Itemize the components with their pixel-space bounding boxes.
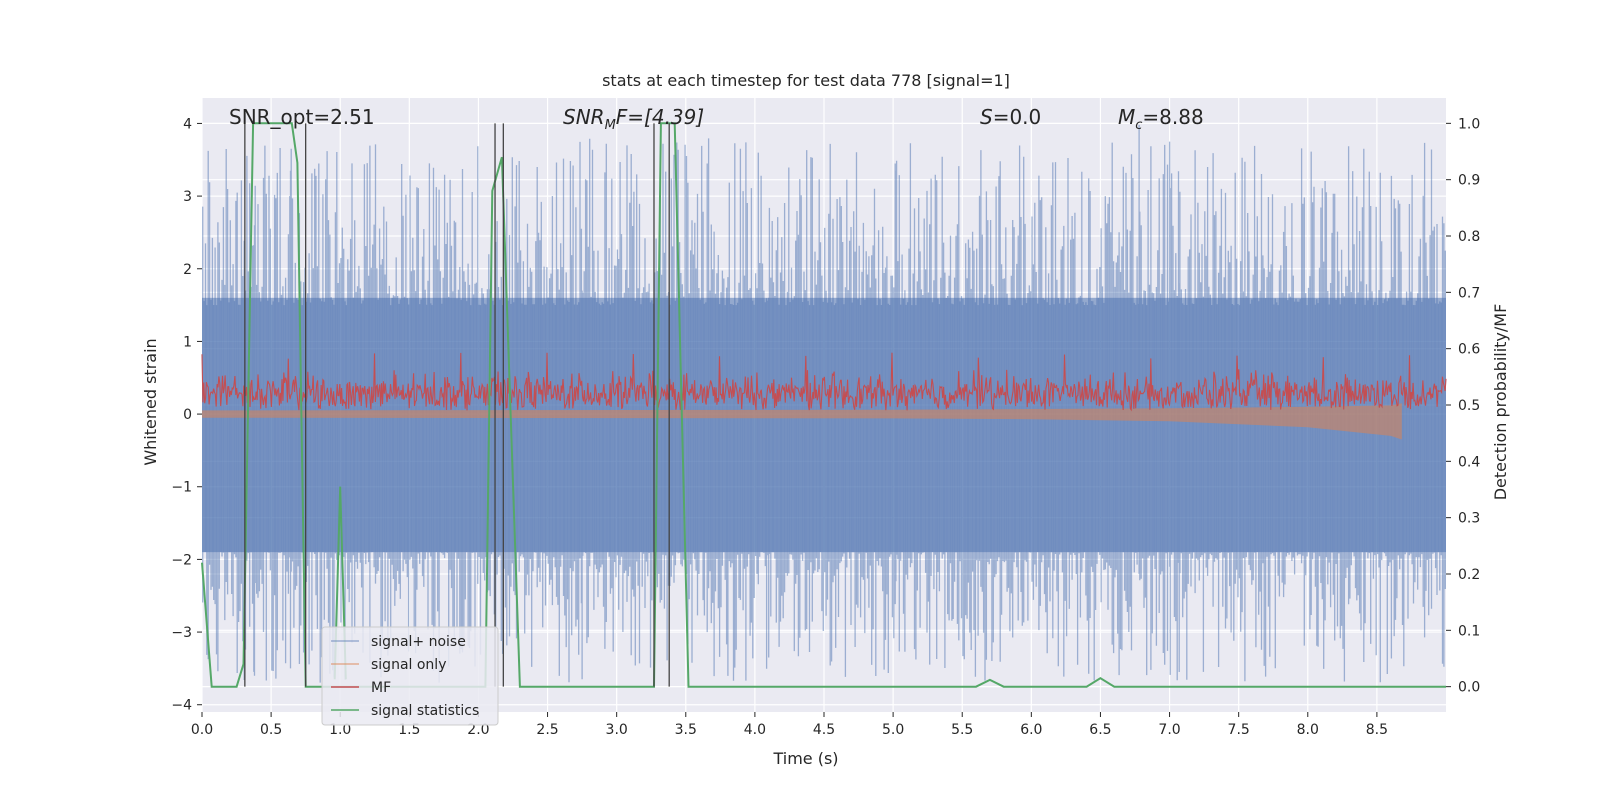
y-right-tick-label: 0.4 — [1458, 454, 1480, 470]
y-right-tick-label: 0.9 — [1458, 173, 1480, 189]
y-tick-label: 4 — [183, 116, 192, 132]
legend-label-signal-statistics: signal statistics — [371, 703, 479, 719]
y-right-tick-label: 0.0 — [1458, 680, 1480, 696]
y-tick-label: −3 — [171, 625, 192, 641]
y-right-axis-label: Detection probability/MF — [1491, 304, 1510, 501]
signal-statistics-spike — [333, 486, 347, 680]
x-tick-label: 3.0 — [606, 722, 628, 738]
legend-label-signal-noise: signal+ noise — [371, 634, 466, 650]
s-annotation: S=0.0 — [980, 105, 1041, 129]
x-axis-label: Time (s) — [772, 749, 838, 768]
y-tick-label: −1 — [171, 480, 192, 496]
y-tick-label: 3 — [183, 189, 192, 205]
y-right-tick-label: 0.1 — [1458, 623, 1480, 639]
x-tick-label: 2.5 — [536, 722, 558, 738]
legend-label-mf: MF — [371, 680, 391, 696]
y-tick-label: 1 — [183, 334, 192, 350]
noise-core — [202, 297, 1446, 553]
y-tick-label: −4 — [171, 698, 192, 714]
y-right-tick-label: 0.3 — [1458, 511, 1480, 527]
y-tick-label: 2 — [183, 262, 192, 278]
x-tick-label: 4.5 — [813, 722, 835, 738]
y-right-tick-label: 1.0 — [1458, 116, 1480, 132]
snr-opt-annotation: SNR_opt=2.51 — [229, 105, 375, 129]
legend-label-signal-only: signal only — [371, 657, 446, 673]
x-tick-label: 0.5 — [260, 722, 282, 738]
x-tick-label: 1.5 — [398, 722, 420, 738]
x-tick-label: 6.5 — [1089, 722, 1111, 738]
x-tick-label: 7.0 — [1158, 722, 1180, 738]
x-tick-label: 8.0 — [1297, 722, 1319, 738]
x-tick-label: 5.0 — [882, 722, 904, 738]
y-right-tick-label: 0.8 — [1458, 229, 1480, 245]
y-right-tick-label: 0.2 — [1458, 567, 1480, 583]
x-tick-label: 7.5 — [1228, 722, 1250, 738]
x-tick-label: 1.0 — [329, 722, 351, 738]
x-tick-label: 6.0 — [1020, 722, 1042, 738]
y-right-tick-label: 0.5 — [1458, 398, 1480, 414]
x-tick-label: 2.0 — [467, 722, 489, 738]
legend: signal+ noise signal only MF signal stat… — [321, 626, 499, 726]
legend-box — [321, 626, 499, 726]
y-tick-label: 0 — [183, 407, 192, 423]
mf-line — [201, 352, 1447, 412]
mc-annotation: Mc=8.88 — [1118, 105, 1204, 133]
signal-only-line — [202, 403, 1402, 440]
y-tick-label: −2 — [171, 552, 192, 568]
y-right-tick-label: 0.7 — [1458, 285, 1480, 301]
chart-title: stats at each timestep for test data 778… — [602, 71, 1010, 90]
x-tick-label: 4.0 — [744, 722, 766, 738]
snr-mf-annotation: SNRMF=[4.39] — [563, 105, 704, 133]
x-tick-label: 3.5 — [675, 722, 697, 738]
x-tick-label: 0.0 — [191, 722, 213, 738]
x-tick-label: 5.5 — [951, 722, 973, 738]
y-right-tick-label: 0.6 — [1458, 342, 1480, 358]
x-tick-label: 8.5 — [1366, 722, 1388, 738]
y-axis-label: Whitened strain — [141, 338, 160, 465]
signal-statistics-line — [201, 122, 1446, 688]
